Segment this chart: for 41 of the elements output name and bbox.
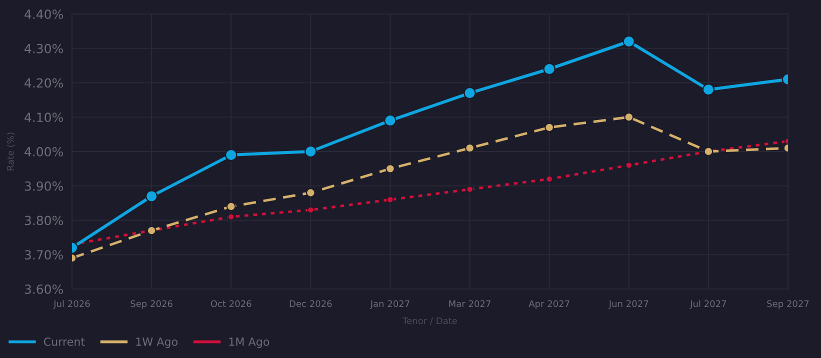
x-tick-label: Apr 2027 (528, 300, 570, 309)
point (544, 122, 554, 132)
x-tick-label: Jan 2027 (370, 300, 410, 309)
x-tick-label: Dec 2026 (290, 300, 332, 308)
legend-label: Current (44, 337, 85, 346)
y-tick-label: 4.30% (24, 44, 63, 54)
point (622, 35, 635, 48)
y-tick-label: 3.60% (24, 284, 63, 294)
point (702, 84, 715, 96)
y-tick-label: 4.40% (24, 9, 63, 19)
point (384, 114, 396, 127)
legend-label: 1M Ago (229, 338, 270, 348)
y-tick-label: 3.90% (24, 181, 63, 191)
x-tick-label: Jun 2027 (608, 300, 648, 309)
point (386, 164, 395, 174)
point (386, 196, 394, 204)
x-tick-label: Jul 2027 (690, 300, 726, 309)
y-tick-label: 4.20% (24, 78, 63, 88)
point (226, 202, 236, 212)
point (306, 206, 314, 214)
point (543, 62, 556, 76)
point (466, 186, 474, 193)
point (464, 86, 476, 100)
point (546, 175, 554, 183)
point (227, 213, 235, 220)
point (465, 143, 474, 153)
y-tick-label: 3.70% (24, 250, 63, 260)
x-tick-label: Oct 2026 (210, 300, 252, 308)
legend-label: 1W Ago (136, 338, 178, 348)
x-tick-label: Jul 2026 (53, 300, 90, 309)
point (145, 190, 158, 202)
y-tick-label: 3.80% (24, 216, 63, 226)
x-tick-label: Mar 2027 (449, 300, 490, 308)
x-tick-label: Sep 2026 (130, 300, 172, 309)
point (225, 148, 238, 162)
point (304, 145, 317, 158)
point (624, 112, 634, 122)
y-tick-label: 4.10% (24, 112, 63, 122)
point (306, 188, 316, 198)
y-tick-label: 4.00% (24, 146, 63, 156)
x-tick-label: Sep 2027 (767, 300, 809, 309)
